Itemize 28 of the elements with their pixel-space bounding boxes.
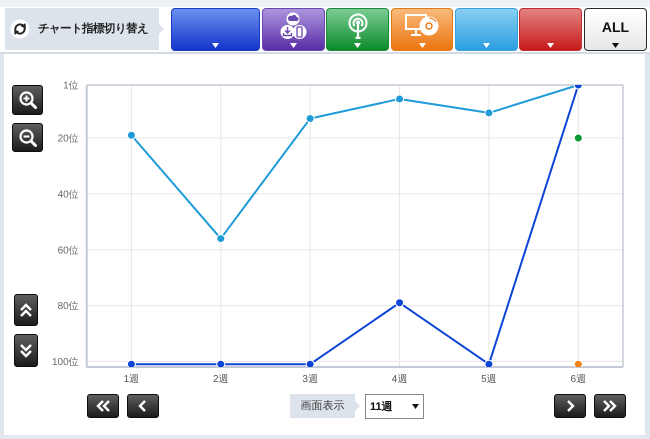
x-tick-label: 3週	[302, 374, 318, 386]
point	[395, 94, 404, 104]
text: チャート指標切り替え	[38, 22, 148, 36]
point	[395, 298, 404, 308]
point	[306, 360, 315, 367]
y-tick-label: 40位	[58, 188, 79, 200]
point	[216, 360, 226, 367]
point	[484, 360, 494, 367]
y-tick-label: 60位	[58, 244, 79, 256]
x-tick-label: 1週	[124, 374, 140, 386]
y-tick-label: 20位	[58, 132, 79, 145]
text: 画面表示	[300, 399, 346, 413]
point	[484, 108, 494, 118]
y-tick-label: 80位	[58, 300, 79, 312]
point	[126, 360, 136, 367]
x-tick-label: 5週	[481, 374, 497, 386]
point	[574, 360, 583, 367]
x-tick-label: 4週	[392, 374, 408, 386]
point	[306, 114, 315, 124]
y-tick-label: 1位	[63, 80, 79, 92]
point	[216, 234, 226, 244]
all-button: ALL	[584, 8, 647, 51]
x-tick-label: 2週	[212, 374, 229, 386]
point	[126, 130, 136, 140]
y-tick-label: 100位	[52, 356, 79, 368]
point	[574, 134, 583, 143]
week-select: 11週	[365, 394, 424, 419]
x-tick-label: 6週	[570, 374, 586, 386]
